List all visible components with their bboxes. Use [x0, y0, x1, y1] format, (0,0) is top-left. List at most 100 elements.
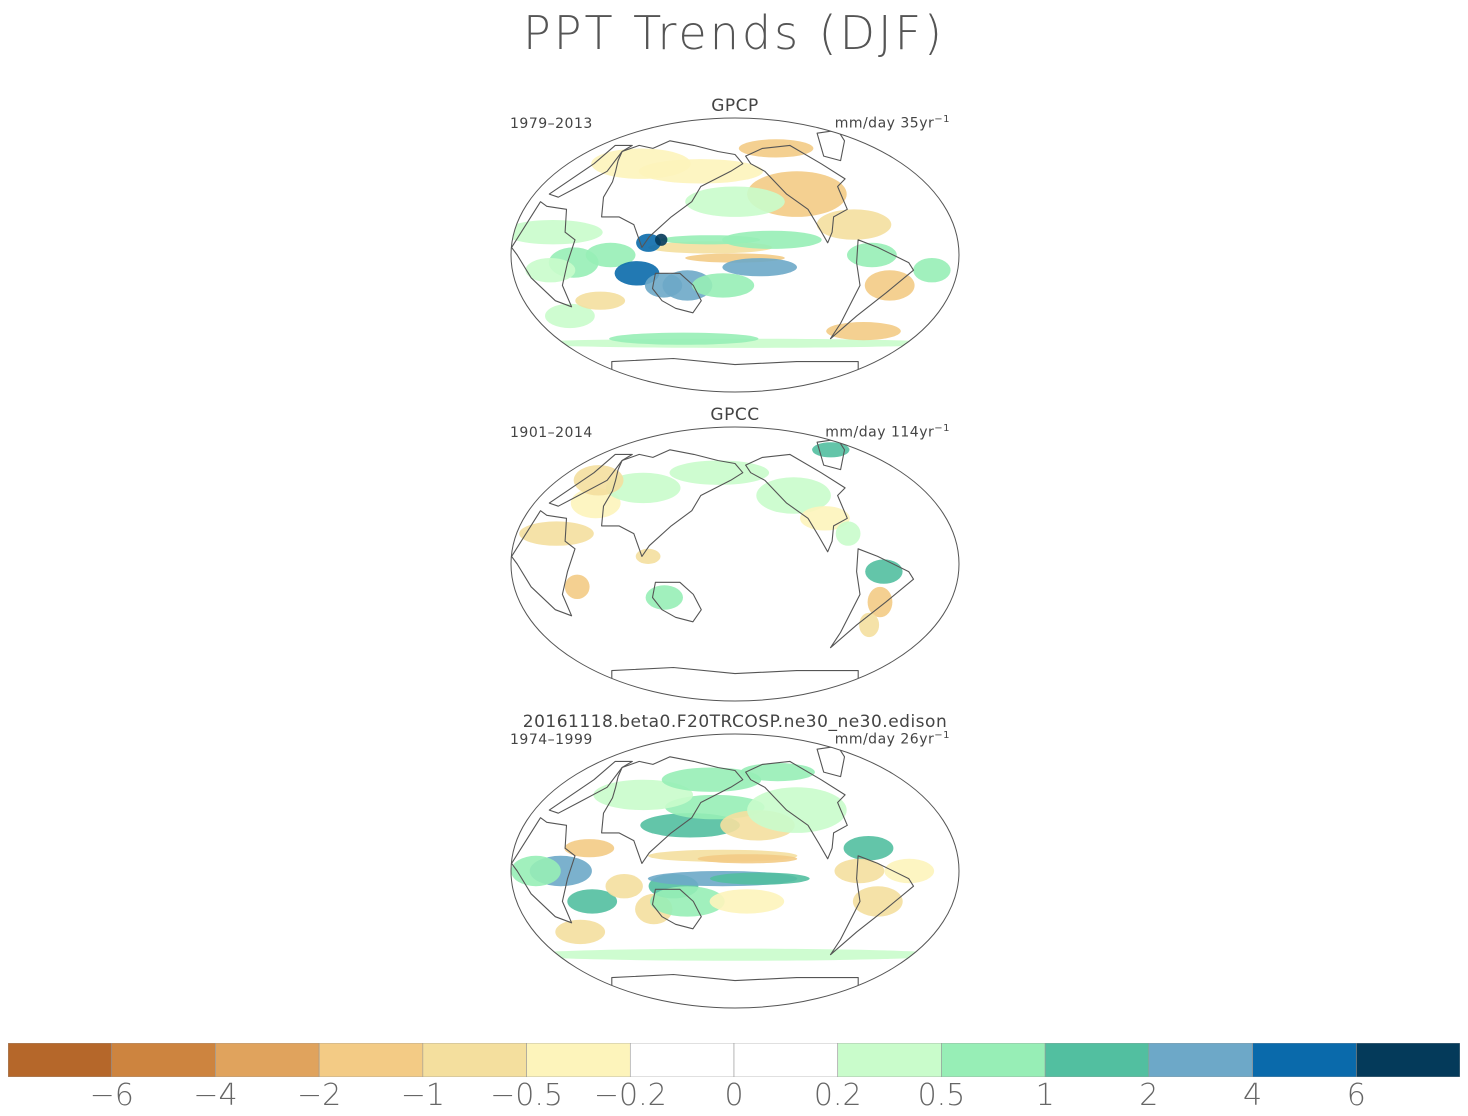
colorbar-labels: −6 −4 −2 −1 −0.5 −0.2 0 0.2 0.5 1 2 4 6	[8, 1078, 1460, 1114]
trend-region	[709, 889, 785, 914]
coastline-namerica	[745, 144, 848, 244]
coastline-africa	[511, 510, 576, 617]
trend-region	[847, 242, 897, 268]
panel-title: GPCC	[710, 405, 760, 425]
coastline-samerica	[829, 548, 915, 649]
map-field	[511, 427, 959, 701]
map-outline	[510, 117, 960, 393]
colorbar-swatch	[1252, 1043, 1357, 1077]
trend-region	[834, 858, 885, 884]
map-field	[511, 734, 959, 1008]
map-canvas	[510, 426, 960, 702]
trend-region	[669, 460, 770, 485]
coastline-antarctica	[611, 666, 859, 701]
colorbar-swatch	[837, 1043, 942, 1077]
colorbar-swatch	[8, 1043, 113, 1077]
colorbar-tick-label: −4	[193, 1078, 238, 1113]
coastline-samerica	[829, 855, 915, 956]
colorbar-tick-label: 0.5	[917, 1078, 966, 1113]
colorbar-swatch	[422, 1043, 527, 1077]
trend-region	[511, 220, 603, 245]
map-field	[511, 118, 959, 392]
coastline-namerica	[745, 453, 848, 553]
map-canvas	[510, 733, 960, 1009]
trend-region	[738, 139, 814, 158]
colorbar-tick-label: −1	[400, 1078, 445, 1113]
trend-region	[609, 332, 759, 345]
map-panel-gpcc: GPCC 1901–2014 mm/day 114yr−1	[490, 405, 980, 709]
colorbar-tick-label: 0.2	[813, 1078, 862, 1113]
trend-region	[843, 836, 894, 861]
colorbar-swatch	[526, 1043, 631, 1077]
coastline-europe	[548, 144, 633, 198]
colorbar-swatch	[215, 1043, 320, 1077]
trend-region	[884, 858, 935, 884]
trend-region	[864, 270, 915, 301]
colorbar-swatch	[733, 1043, 839, 1077]
trend-region	[575, 291, 626, 310]
trend-region	[555, 919, 606, 945]
trend-region	[722, 258, 797, 277]
trend-region	[593, 779, 693, 811]
colorbar-tick-label: 0	[724, 1078, 744, 1113]
coastline-africa	[511, 817, 576, 924]
colorbar	[8, 1043, 1460, 1077]
coastline-samerica	[829, 239, 915, 340]
panel-period: 1901–2014	[510, 425, 593, 441]
colorbar-tick-label: 6	[1346, 1078, 1366, 1113]
panel-period: 1974–1999	[510, 732, 593, 748]
colorbar-tick-label: 2	[1139, 1078, 1159, 1113]
colorbar-tick-label: 1	[1035, 1078, 1055, 1113]
colorbar-tick-label: 4	[1243, 1078, 1263, 1113]
trend-region	[511, 855, 561, 887]
trend-region	[756, 477, 831, 514]
coastline-namerica	[745, 760, 848, 860]
trend-region	[564, 839, 615, 858]
coastline-asia	[601, 756, 744, 864]
trend-region	[585, 242, 636, 268]
colorbar-swatch	[111, 1043, 216, 1077]
trend-region	[661, 767, 762, 792]
trend-region	[859, 612, 880, 638]
panel-units: mm/day 26yr−1	[834, 730, 950, 748]
trend-region	[816, 209, 892, 240]
trend-region	[747, 787, 847, 833]
panel-title: 20161118.beta0.F20TRCOSP.ne30_ne30.ediso…	[522, 712, 948, 732]
coastline-antarctica	[611, 973, 859, 1008]
trend-region	[545, 303, 595, 329]
coastline-europe	[548, 760, 633, 814]
trend-region	[852, 886, 903, 917]
panel-period: 1979–2013	[510, 116, 593, 132]
colorbar-swatches	[8, 1043, 1460, 1077]
colorbar-swatch	[1355, 1043, 1460, 1077]
coastline-australia	[651, 272, 702, 314]
coastline-asia	[601, 449, 744, 557]
trend-region	[650, 886, 725, 917]
trend-region	[573, 465, 624, 496]
trend-region	[525, 258, 576, 283]
trend-region	[645, 585, 683, 610]
colorbar-swatch	[1148, 1043, 1253, 1077]
trend-region	[722, 230, 822, 249]
trend-region	[697, 854, 798, 864]
trend-region	[685, 186, 785, 217]
map-outline	[510, 733, 960, 1009]
trend-region	[564, 574, 590, 599]
trend-region	[913, 258, 951, 283]
trend-region	[655, 233, 668, 246]
panel-units: mm/day 35yr−1	[834, 114, 950, 132]
map-panel-model: 20161118.beta0.F20TRCOSP.ne30_ne30.ediso…	[490, 712, 980, 1016]
trend-region	[635, 548, 661, 564]
colorbar-swatch	[318, 1043, 424, 1077]
panel-units: mm/day 114yr−1	[825, 423, 950, 441]
trend-region	[692, 273, 755, 298]
trend-region	[740, 763, 815, 782]
trend-region	[567, 889, 618, 914]
map-panel-gpcp: GPCP 1979–2013 mm/day 35yr−1	[490, 96, 980, 400]
colorbar-tick-label: −0.5	[490, 1078, 563, 1113]
colorbar-tick-label: −2	[297, 1078, 342, 1113]
trend-region	[570, 487, 621, 519]
figure-title: PPT Trends (DJF)	[522, 6, 946, 60]
map-canvas	[510, 117, 960, 393]
trend-region	[867, 586, 893, 618]
